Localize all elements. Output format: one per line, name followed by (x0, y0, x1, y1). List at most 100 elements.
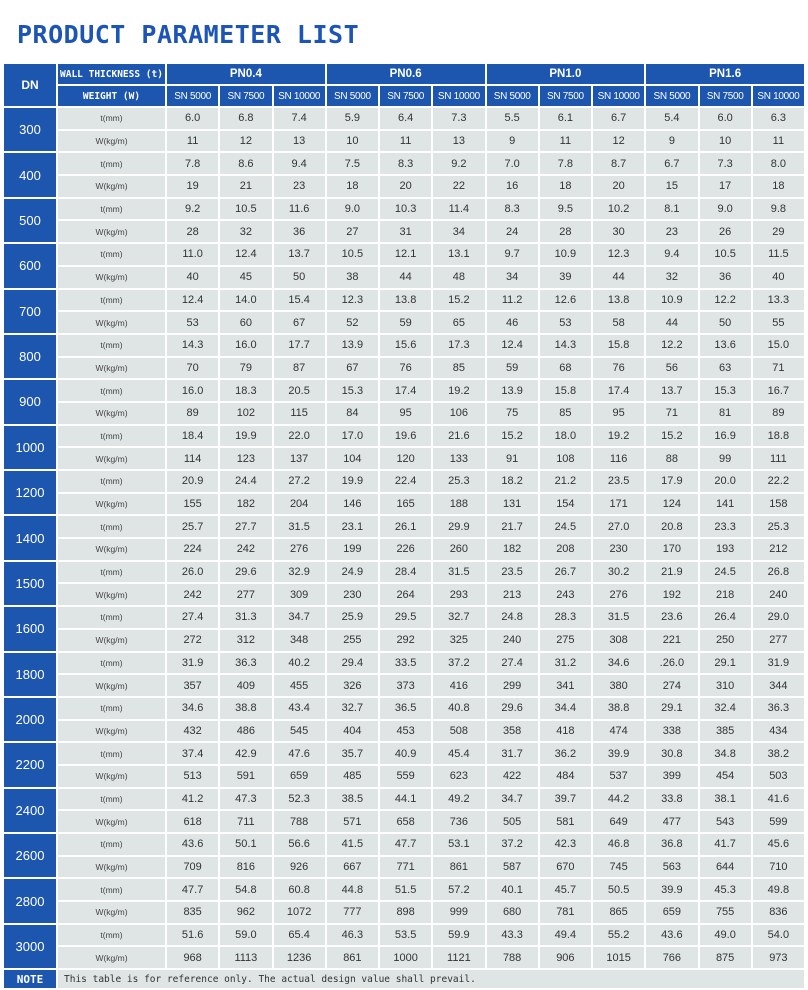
weight-cell: 9 (486, 130, 538, 152)
thickness-cell: 45.7 (539, 879, 591, 901)
thickness-cell: 27.4 (167, 607, 219, 628)
weight-cell: 15 (646, 176, 698, 197)
weight-cell: 27 (326, 221, 378, 243)
weight-cell: 63 (699, 357, 751, 379)
thickness-cell: 34.7 (273, 607, 325, 628)
table-row: W(kg/m) 11 12 13 10 11 13 9 11 12 9 10 11 (4, 130, 804, 152)
thickness-cell: 43.4 (273, 697, 325, 719)
thickness-cell: 41.5 (326, 834, 378, 855)
weight-cell: 455 (273, 675, 325, 696)
thickness-cell: 13.6 (699, 334, 751, 356)
table-row: 2200 t(mm) 37.4 42.9 47.6 35.7 40.9 45.4 31.7 36.… (4, 743, 804, 787)
sn-class-header: SN 5000 (326, 86, 378, 106)
thickness-cell: 12.4 (167, 289, 219, 311)
note-row: NOTE This table is for reference only. Th… (4, 970, 804, 989)
thickness-cell: 25.3 (752, 516, 804, 538)
weight-cell: 418 (539, 720, 591, 742)
thickness-cell: 45.4 (433, 743, 485, 764)
thickness-cell: 29.9 (433, 516, 485, 538)
thickness-cell: 31.2 (539, 652, 591, 674)
weight-cell: 644 (699, 856, 751, 878)
thickness-cell: 19.9 (220, 425, 272, 447)
table-row: 1000 t(mm) 18.4 19.9 22.0 17.0 19.6 21.6 15.2 18.… (4, 425, 804, 469)
thickness-cell: 25.7 (167, 516, 219, 538)
thickness-cell: 31.3 (220, 607, 272, 628)
weight-cell: 115 (273, 402, 325, 424)
thickness-cell: 23.5 (486, 561, 538, 583)
weight-cell: 1000 (380, 947, 432, 969)
weight-cell: 68 (539, 357, 591, 379)
weight-cell: 277 (220, 584, 272, 606)
weight-cell: 95 (380, 402, 432, 424)
thickness-cell: 24.5 (539, 516, 591, 538)
thickness-label: t(mm) (58, 924, 165, 946)
pn-header: PN1.6 (646, 64, 804, 84)
weight-cell: 272 (167, 629, 219, 651)
thickness-label: t(mm) (58, 788, 165, 810)
weight-cell: 973 (752, 947, 804, 969)
thickness-cell: 47.7 (167, 879, 219, 901)
weight-cell: 341 (539, 675, 591, 696)
thickness-cell: 15.2 (646, 425, 698, 447)
thickness-cell: 6.3 (752, 108, 804, 129)
weight-cell: 44 (646, 312, 698, 333)
thickness-cell: 16.0 (220, 334, 272, 356)
thickness-cell: 12.2 (699, 289, 751, 311)
thickness-cell: 50.5 (593, 879, 645, 901)
sn-class-header: SN 10000 (433, 86, 485, 106)
note-label: NOTE (4, 970, 56, 989)
thickness-cell: 46.3 (326, 924, 378, 946)
weight-cell: 71 (646, 402, 698, 424)
thickness-cell: 15.2 (486, 425, 538, 447)
weight-cell: 326 (326, 675, 378, 696)
thickness-cell: 20.9 (167, 471, 219, 492)
weight-cell: 299 (486, 675, 538, 696)
weight-cell: 325 (433, 629, 485, 651)
weight-cell: 146 (326, 493, 378, 515)
table-row: 700 t(mm) 12.4 14.0 15.4 12.3 13.8 15.2 11.2 12.6… (4, 289, 804, 333)
weight-cell: 667 (326, 856, 378, 878)
thickness-label: t(mm) (58, 834, 165, 855)
thickness-cell: 21.6 (433, 425, 485, 447)
weight-cell: 276 (273, 539, 325, 560)
thickness-cell: 22.0 (273, 425, 325, 447)
table-row: W(kg/m) 224 242 276 199 226 260 182 208 230 170 193… (4, 539, 804, 560)
thickness-cell: 9.7 (486, 244, 538, 265)
weight-cell: 19 (167, 176, 219, 197)
thickness-cell: 17.7 (273, 334, 325, 356)
thickness-cell: 39.9 (593, 743, 645, 764)
table-row: 3000 t(mm) 51.6 59.0 65.4 46.3 53.5 59.9 43.3 49.… (4, 924, 804, 969)
thickness-cell: 24.9 (326, 561, 378, 583)
weight-cell: 36 (273, 221, 325, 243)
thickness-label: t(mm) (58, 697, 165, 719)
thickness-cell: 49.4 (539, 924, 591, 946)
thickness-cell: 9.4 (646, 244, 698, 265)
weight-cell: 48 (433, 266, 485, 288)
thickness-cell: 37.2 (486, 834, 538, 855)
weight-cell: 559 (380, 765, 432, 787)
weight-cell: 75 (486, 402, 538, 424)
weight-cell: 240 (486, 629, 538, 651)
thickness-cell: 32.7 (326, 697, 378, 719)
weight-cell: 277 (752, 629, 804, 651)
weight-cell: 508 (433, 720, 485, 742)
thickness-cell: 44.1 (380, 788, 432, 810)
thickness-cell: 31.7 (486, 743, 538, 764)
weight-label: W(kg/m) (58, 493, 165, 515)
thickness-cell: 32.7 (433, 607, 485, 628)
thickness-cell: 47.7 (380, 834, 432, 855)
weight-cell: 230 (326, 584, 378, 606)
thickness-cell: 26.8 (752, 561, 804, 583)
table-row: W(kg/m) 114 123 137 104 120 133 91 108 116 88 99 111 (4, 448, 804, 469)
thickness-cell: 29.1 (699, 652, 751, 674)
weight-cell: 18 (752, 176, 804, 197)
weight-cell: 155 (167, 493, 219, 515)
weight-cell: 835 (167, 902, 219, 923)
weight-cell: 213 (486, 584, 538, 606)
thickness-cell: 8.3 (380, 153, 432, 175)
thickness-cell: 8.3 (486, 198, 538, 220)
weight-cell: 816 (220, 856, 272, 878)
weight-cell: 404 (326, 720, 378, 742)
weight-cell: 76 (593, 357, 645, 379)
weight-cell: 260 (433, 539, 485, 560)
